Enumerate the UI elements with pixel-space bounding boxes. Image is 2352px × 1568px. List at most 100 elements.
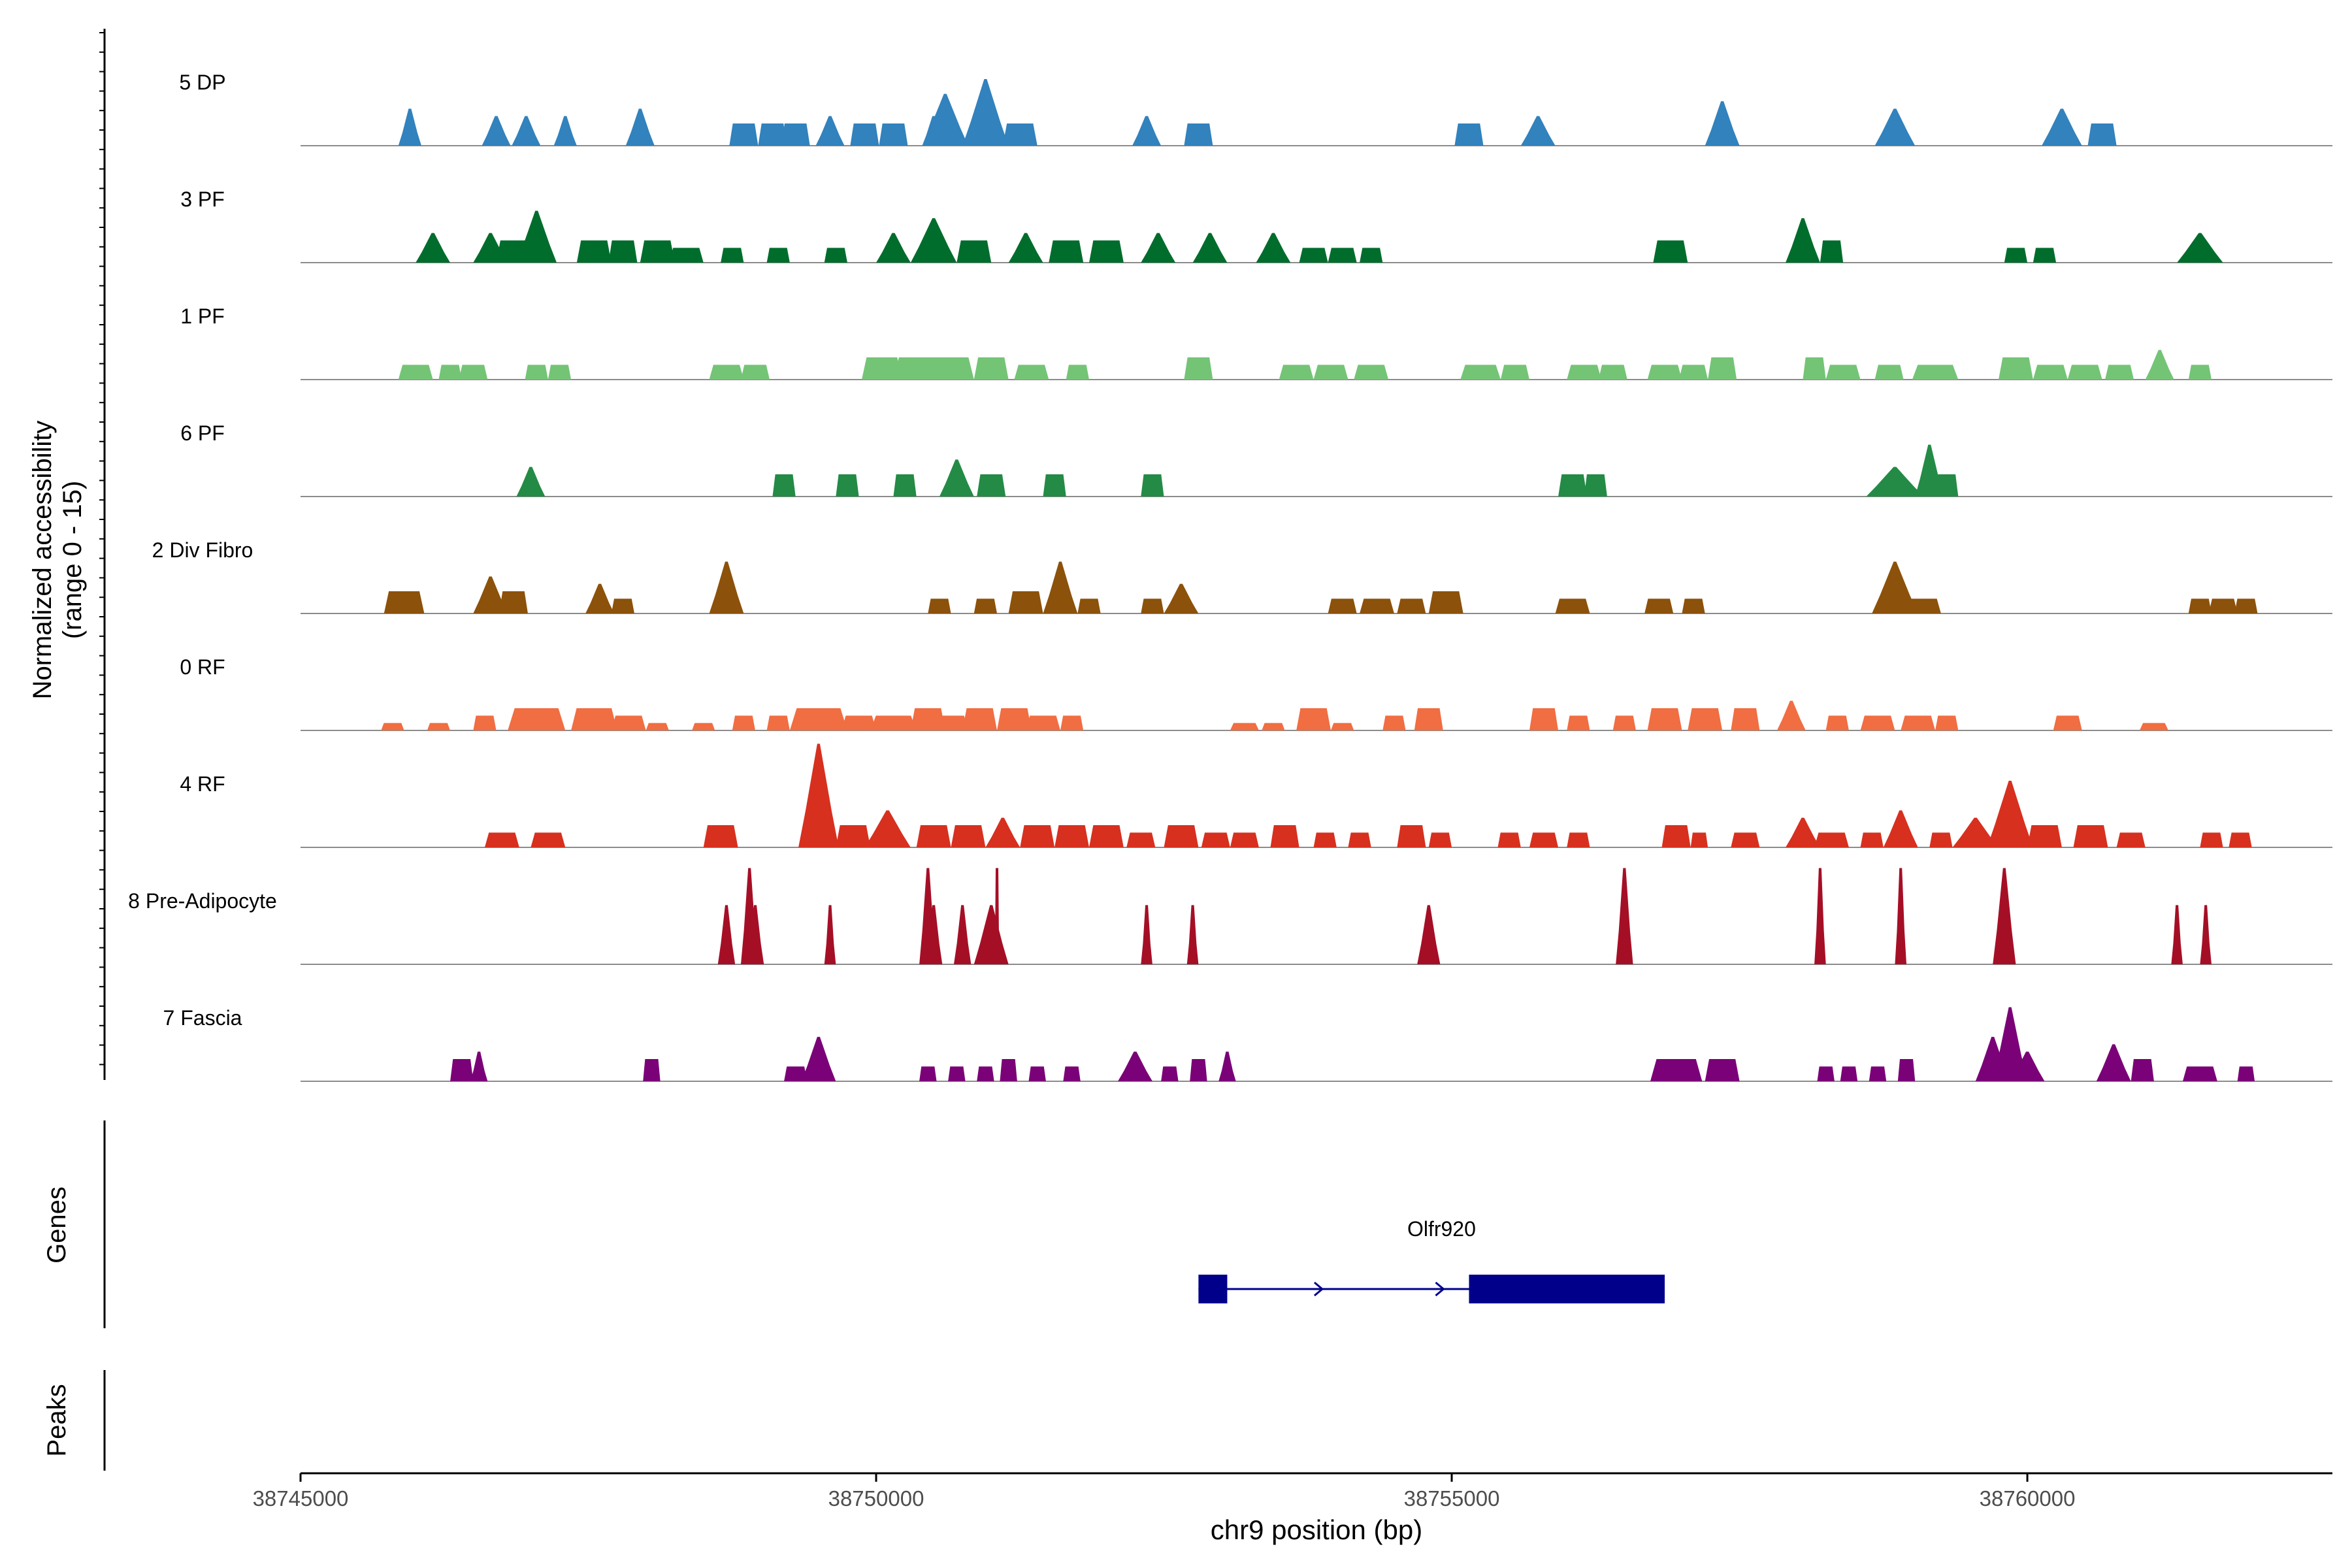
- accessibility-peak: [585, 583, 615, 613]
- accessibility-peak: [1060, 715, 1084, 730]
- accessibility-peak: [1279, 365, 1314, 380]
- accessibility-peak: [1866, 466, 1924, 497]
- accessibility-peak: [887, 365, 934, 380]
- x-tick-label: 38745000: [253, 1486, 349, 1511]
- accessibility-peak: [398, 365, 433, 380]
- accessibility-peak: [1454, 123, 1484, 146]
- accessibility-peak: [1008, 591, 1043, 613]
- accessibility-peak: [2177, 233, 2223, 263]
- accessibility-peak: [703, 825, 738, 847]
- gene-exon: [1469, 1275, 1665, 1303]
- accessibility-peak: [766, 715, 790, 730]
- accessibility-peak: [1860, 832, 1884, 847]
- accessibility-peak: [951, 825, 986, 847]
- accessibility-peak: [1987, 781, 2033, 847]
- accessibility-peak: [916, 825, 951, 847]
- strand-arrow: [1313, 1281, 1324, 1297]
- track-label: 1 PF: [180, 304, 225, 328]
- accessibility-peak: [1776, 700, 1806, 730]
- tracks-layer: 5 DP 3 PF 1 PF 6 PF 2 Div Fibro 0 RF 4 RF 8 Pre…: [128, 71, 2332, 1082]
- accessibility-peak: [576, 240, 612, 263]
- accessibility-peak: [758, 123, 787, 146]
- accessibility-peak: [2096, 1044, 2131, 1081]
- accessibility-peak: [922, 116, 945, 146]
- accessibility-peak: [732, 715, 756, 730]
- accessibility-peak: [1141, 474, 1164, 497]
- accessibility-peak: [2200, 832, 2223, 847]
- accessibility-peak: [416, 233, 451, 263]
- accessibility-peak: [1650, 1059, 1703, 1081]
- accessibility-peak: [841, 715, 877, 730]
- accessibility-peak: [1874, 108, 1916, 146]
- accessibility-peak: [1088, 825, 1124, 847]
- accessibility-peak: [870, 715, 917, 730]
- accessibility-peak: [2139, 723, 2168, 730]
- accessibility-peak: [1529, 708, 1559, 730]
- track-label: 6 PF: [180, 421, 225, 445]
- accessibility-peak: [1708, 357, 1737, 380]
- accessibility-peak: [864, 810, 911, 847]
- accessibility-peak: [484, 832, 519, 847]
- x-ticks-layer: 38745000 38750000 38755000 38760000: [253, 1473, 2075, 1511]
- accessibility-peak: [398, 108, 422, 146]
- accessibility-peak: [668, 248, 704, 263]
- track-1-pf: 1 PF: [180, 304, 2332, 380]
- accessibility-peak: [801, 1037, 836, 1081]
- accessibility-peak: [1008, 233, 1043, 263]
- accessibility-peak: [1897, 1059, 1916, 1081]
- accessibility-peak: [1417, 905, 1441, 964]
- accessibility-peak: [2004, 248, 2028, 263]
- accessibility-peak: [836, 474, 859, 497]
- accessibility-peak: [1803, 357, 1826, 380]
- accessibility-peak: [1428, 591, 1463, 613]
- accessibility-peak: [2027, 825, 2062, 847]
- accessibility-peak: [1230, 723, 1259, 730]
- accessibility-peak: [2188, 598, 2212, 613]
- track-6-pf: 6 PF: [180, 421, 2332, 497]
- accessibility-peak: [1270, 825, 1299, 847]
- accessibility-peak: [1054, 825, 1089, 847]
- accessibility-peak: [2053, 715, 2082, 730]
- accessibility-peak: [939, 459, 974, 497]
- y-axis-label-line1: Normalized accessibility: [28, 421, 57, 700]
- accessibility-peak: [973, 905, 1009, 964]
- accessibility-peak: [1558, 474, 1588, 497]
- accessibility-peak: [1869, 1066, 1887, 1081]
- track-0-rf: 0 RF: [180, 655, 2332, 731]
- accessibility-peak: [640, 240, 675, 263]
- accessibility-peak: [1616, 868, 1633, 964]
- strand-arrow: [1435, 1281, 1445, 1297]
- accessibility-peak: [473, 715, 497, 730]
- track-8-pre-adipocyte: 8 Pre-Adipocyte: [128, 868, 2332, 965]
- accessibility-peak: [450, 1059, 474, 1081]
- accessibility-peak: [2116, 832, 2146, 847]
- accessibility-peak: [1066, 365, 1089, 380]
- accessibility-peak: [1126, 832, 1156, 847]
- accessibility-peak: [1132, 116, 1162, 146]
- accessibility-peak: [1014, 365, 1049, 380]
- accessibility-peak: [1497, 832, 1521, 847]
- accessibility-peak: [498, 591, 529, 613]
- accessibility-peak: [1817, 1066, 1835, 1081]
- accessibility-peak: [1313, 365, 1348, 380]
- accessibility-peak: [531, 832, 566, 847]
- accessibility-peak: [1218, 1051, 1236, 1081]
- accessibility-peak: [948, 1066, 966, 1081]
- accessibility-peak: [973, 598, 998, 613]
- accessibility-peak: [427, 723, 451, 730]
- x-tick-label: 38750000: [828, 1486, 924, 1511]
- accessibility-peak: [512, 116, 541, 146]
- accessibility-peak: [740, 365, 770, 380]
- accessibility-peak: [1063, 1066, 1081, 1081]
- accessibility-peak: [1192, 233, 1228, 263]
- accessibility-peak: [789, 708, 847, 730]
- accessibility-peak: [2200, 905, 2212, 964]
- accessibility-peak: [381, 723, 404, 730]
- accessibility-peak: [1118, 1051, 1152, 1081]
- gene-name-label: Olfr920: [1407, 1217, 1476, 1241]
- track-label: 2 Div Fibro: [152, 538, 253, 562]
- accessibility-peak: [1860, 715, 1895, 730]
- accessibility-peak: [962, 708, 998, 730]
- accessibility-peak: [1584, 474, 1607, 497]
- y-axis-label-line2: (range 0 - 15): [58, 481, 87, 639]
